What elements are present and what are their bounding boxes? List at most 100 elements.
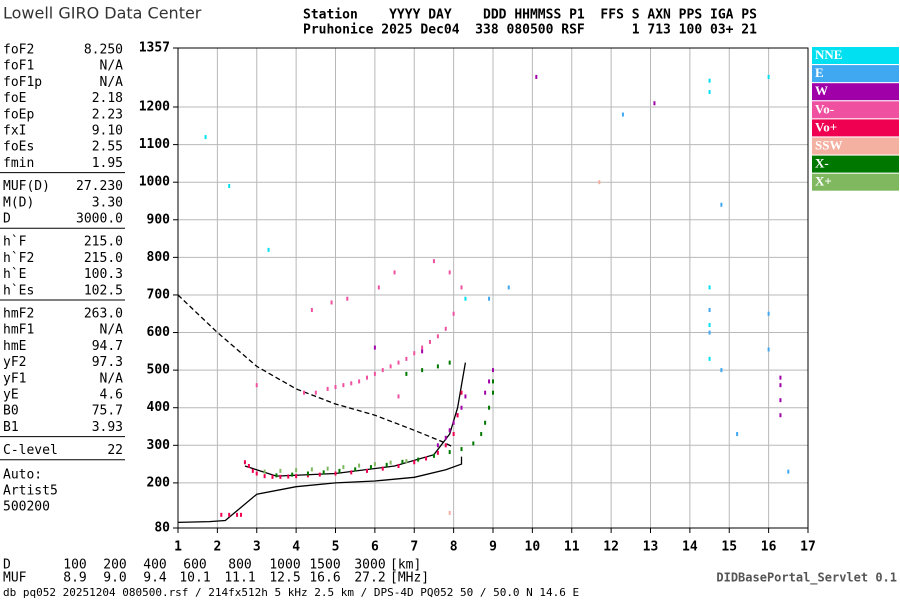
param-value: N/A xyxy=(100,59,124,74)
echo-point xyxy=(381,466,384,471)
auto-line: Auto: xyxy=(3,467,42,482)
echo-point xyxy=(338,468,341,473)
echo-point xyxy=(342,465,345,470)
param-value: 3000.0 xyxy=(76,212,123,227)
echo-point xyxy=(330,300,333,305)
legend-label: X- xyxy=(815,156,829,171)
echo-point xyxy=(350,470,353,475)
echo-point xyxy=(275,473,278,478)
legend-label: Vo+ xyxy=(815,119,837,134)
echo-point xyxy=(456,413,459,418)
legend-label: X+ xyxy=(815,174,832,189)
y-tick-label: 600 xyxy=(147,325,171,340)
echo-point xyxy=(484,420,487,425)
echo-point xyxy=(255,471,258,476)
scale-muf: 16.6 xyxy=(309,571,340,586)
param-name: foF1 xyxy=(3,59,34,74)
echo-point xyxy=(271,474,274,479)
legend-label: NNE xyxy=(815,47,842,62)
param-value: 27.230 xyxy=(76,179,123,194)
param-value: 4.6 xyxy=(100,388,123,403)
x-tick-label: 9 xyxy=(489,540,497,555)
x-tick-label: 8 xyxy=(450,540,458,555)
echo-point xyxy=(358,379,361,384)
echo-point xyxy=(401,459,404,464)
scale-distance: 600 xyxy=(183,558,206,573)
echo-point xyxy=(488,405,491,410)
echo-point xyxy=(381,368,384,373)
echo-point xyxy=(366,468,368,473)
echo-point xyxy=(488,296,491,301)
echo-point xyxy=(621,112,624,117)
scale-muf: [MHz] xyxy=(390,571,429,586)
echo-point xyxy=(779,375,782,380)
param-name: fxI xyxy=(3,124,26,139)
echo-point xyxy=(295,468,298,473)
echo-point xyxy=(444,435,447,440)
echo-point xyxy=(303,390,305,395)
param-value: N/A xyxy=(100,371,124,386)
echo-point xyxy=(405,459,408,464)
echo-point xyxy=(279,468,282,473)
echo-point xyxy=(334,385,337,390)
echo-point xyxy=(535,74,538,79)
scale-muf: 8.9 xyxy=(63,571,86,586)
echo-point xyxy=(598,180,601,185)
param-value: 3.93 xyxy=(92,420,123,435)
echo-point xyxy=(421,368,424,373)
echo-point xyxy=(492,390,494,395)
x-tick-label: 13 xyxy=(643,540,659,555)
echo-point xyxy=(251,468,254,473)
echo-point xyxy=(429,339,431,344)
scale-distance: 200 xyxy=(103,558,126,573)
echo-point xyxy=(310,467,313,472)
echo-point xyxy=(708,89,711,94)
param-name: yF2 xyxy=(3,355,26,370)
echo-point xyxy=(448,360,451,365)
legend-label: Vo- xyxy=(815,101,834,116)
param-name: h`F2 xyxy=(3,251,34,266)
echo-point xyxy=(767,311,770,316)
param-value: 263.0 xyxy=(84,307,123,322)
param-name: B0 xyxy=(3,404,19,419)
echo-point xyxy=(291,472,294,477)
param-value: 100.3 xyxy=(84,267,123,282)
param-value: 9.10 xyxy=(92,124,123,139)
legend-swatch xyxy=(812,173,899,191)
param-name: C-level xyxy=(3,443,58,458)
echo-point xyxy=(397,360,400,365)
y-tick-label: 80 xyxy=(154,521,170,536)
parameter-panel: foF2 8.250 foF1 N/A foF1p N/A foE 2.18 foEp 2.23 f… xyxy=(0,43,125,514)
param-value: 22 xyxy=(107,443,123,458)
scale-muf: 10.1 xyxy=(179,571,210,586)
legend-swatch xyxy=(812,155,899,173)
echo-point xyxy=(342,383,345,388)
param-value: 2.55 xyxy=(92,140,123,155)
param-value: 75.7 xyxy=(92,404,123,419)
param-name: M(D) xyxy=(3,195,34,210)
echo-point xyxy=(492,368,494,373)
param-value: N/A xyxy=(100,323,124,338)
echo-point xyxy=(228,183,231,188)
scale-distance: 3000 xyxy=(354,558,385,573)
echo-point xyxy=(421,345,424,350)
model-curve xyxy=(177,294,454,448)
echo-point xyxy=(369,465,372,470)
x-tick-label: 11 xyxy=(564,540,580,555)
echo-point xyxy=(708,356,711,361)
scale-distance: 1000 xyxy=(269,558,300,573)
echo-point xyxy=(397,394,400,399)
echo-point xyxy=(255,383,258,388)
echo-point xyxy=(460,447,463,452)
param-name: hmF1 xyxy=(3,323,34,338)
echo-point xyxy=(405,356,408,361)
footer-version: DIDBasePortal_Servlet 0.1 xyxy=(716,571,897,586)
scale-muf: 11.1 xyxy=(224,571,255,586)
param-name: foE xyxy=(3,91,26,106)
echo-point xyxy=(228,512,231,517)
x-tick-label: 2 xyxy=(213,540,221,555)
param-value: 102.5 xyxy=(84,283,123,298)
param-name: B1 xyxy=(3,420,19,435)
param-name: yE xyxy=(3,388,19,403)
